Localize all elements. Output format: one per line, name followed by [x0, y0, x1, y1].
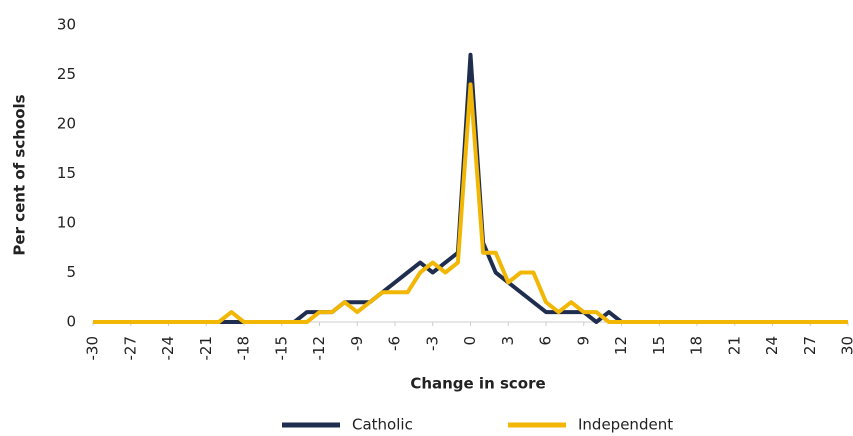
y-axis-label: Per cent of schools: [11, 94, 29, 255]
x-tick-label: -6: [386, 336, 404, 351]
x-tick-label: -21: [197, 336, 215, 361]
x-tick-label: 24: [763, 336, 781, 355]
x-tick-label: 15: [650, 336, 668, 355]
y-tick-label: 0: [66, 313, 76, 331]
x-tick-label: 21: [725, 336, 743, 355]
x-tick-label: -30: [84, 336, 102, 361]
x-tick-label: 27: [801, 336, 819, 355]
line-series: [93, 82, 848, 324]
x-tick-label: 3: [499, 336, 517, 346]
x-tick-label: 9: [574, 336, 592, 346]
y-tick-label: 10: [57, 214, 76, 232]
x-tick-label: -15: [272, 336, 290, 361]
x-tick-label: 18: [688, 336, 706, 355]
legend-label: Catholic: [352, 416, 413, 434]
legend-label: Independent: [578, 416, 673, 434]
y-tick-label: 30: [57, 16, 76, 34]
x-tick-label: 0: [461, 336, 479, 346]
y-tick-label: 20: [57, 115, 76, 133]
y-tick-label: 15: [57, 164, 76, 182]
x-tick-label: -24: [159, 336, 177, 361]
x-tick-label: 12: [612, 336, 630, 355]
x-tick-label: -18: [235, 336, 253, 361]
x-tick-label: 6: [537, 336, 555, 346]
y-tick-label: 5: [66, 263, 76, 281]
y-tick-label: 25: [57, 65, 76, 83]
x-tick-label: -27: [121, 336, 139, 361]
x-axis-label: Change in score: [410, 375, 545, 393]
x-tick-label: -12: [310, 336, 328, 361]
x-tick-label: -9: [348, 336, 366, 351]
x-tick-label: 30: [839, 336, 853, 355]
x-tick-label: -3: [423, 336, 441, 351]
